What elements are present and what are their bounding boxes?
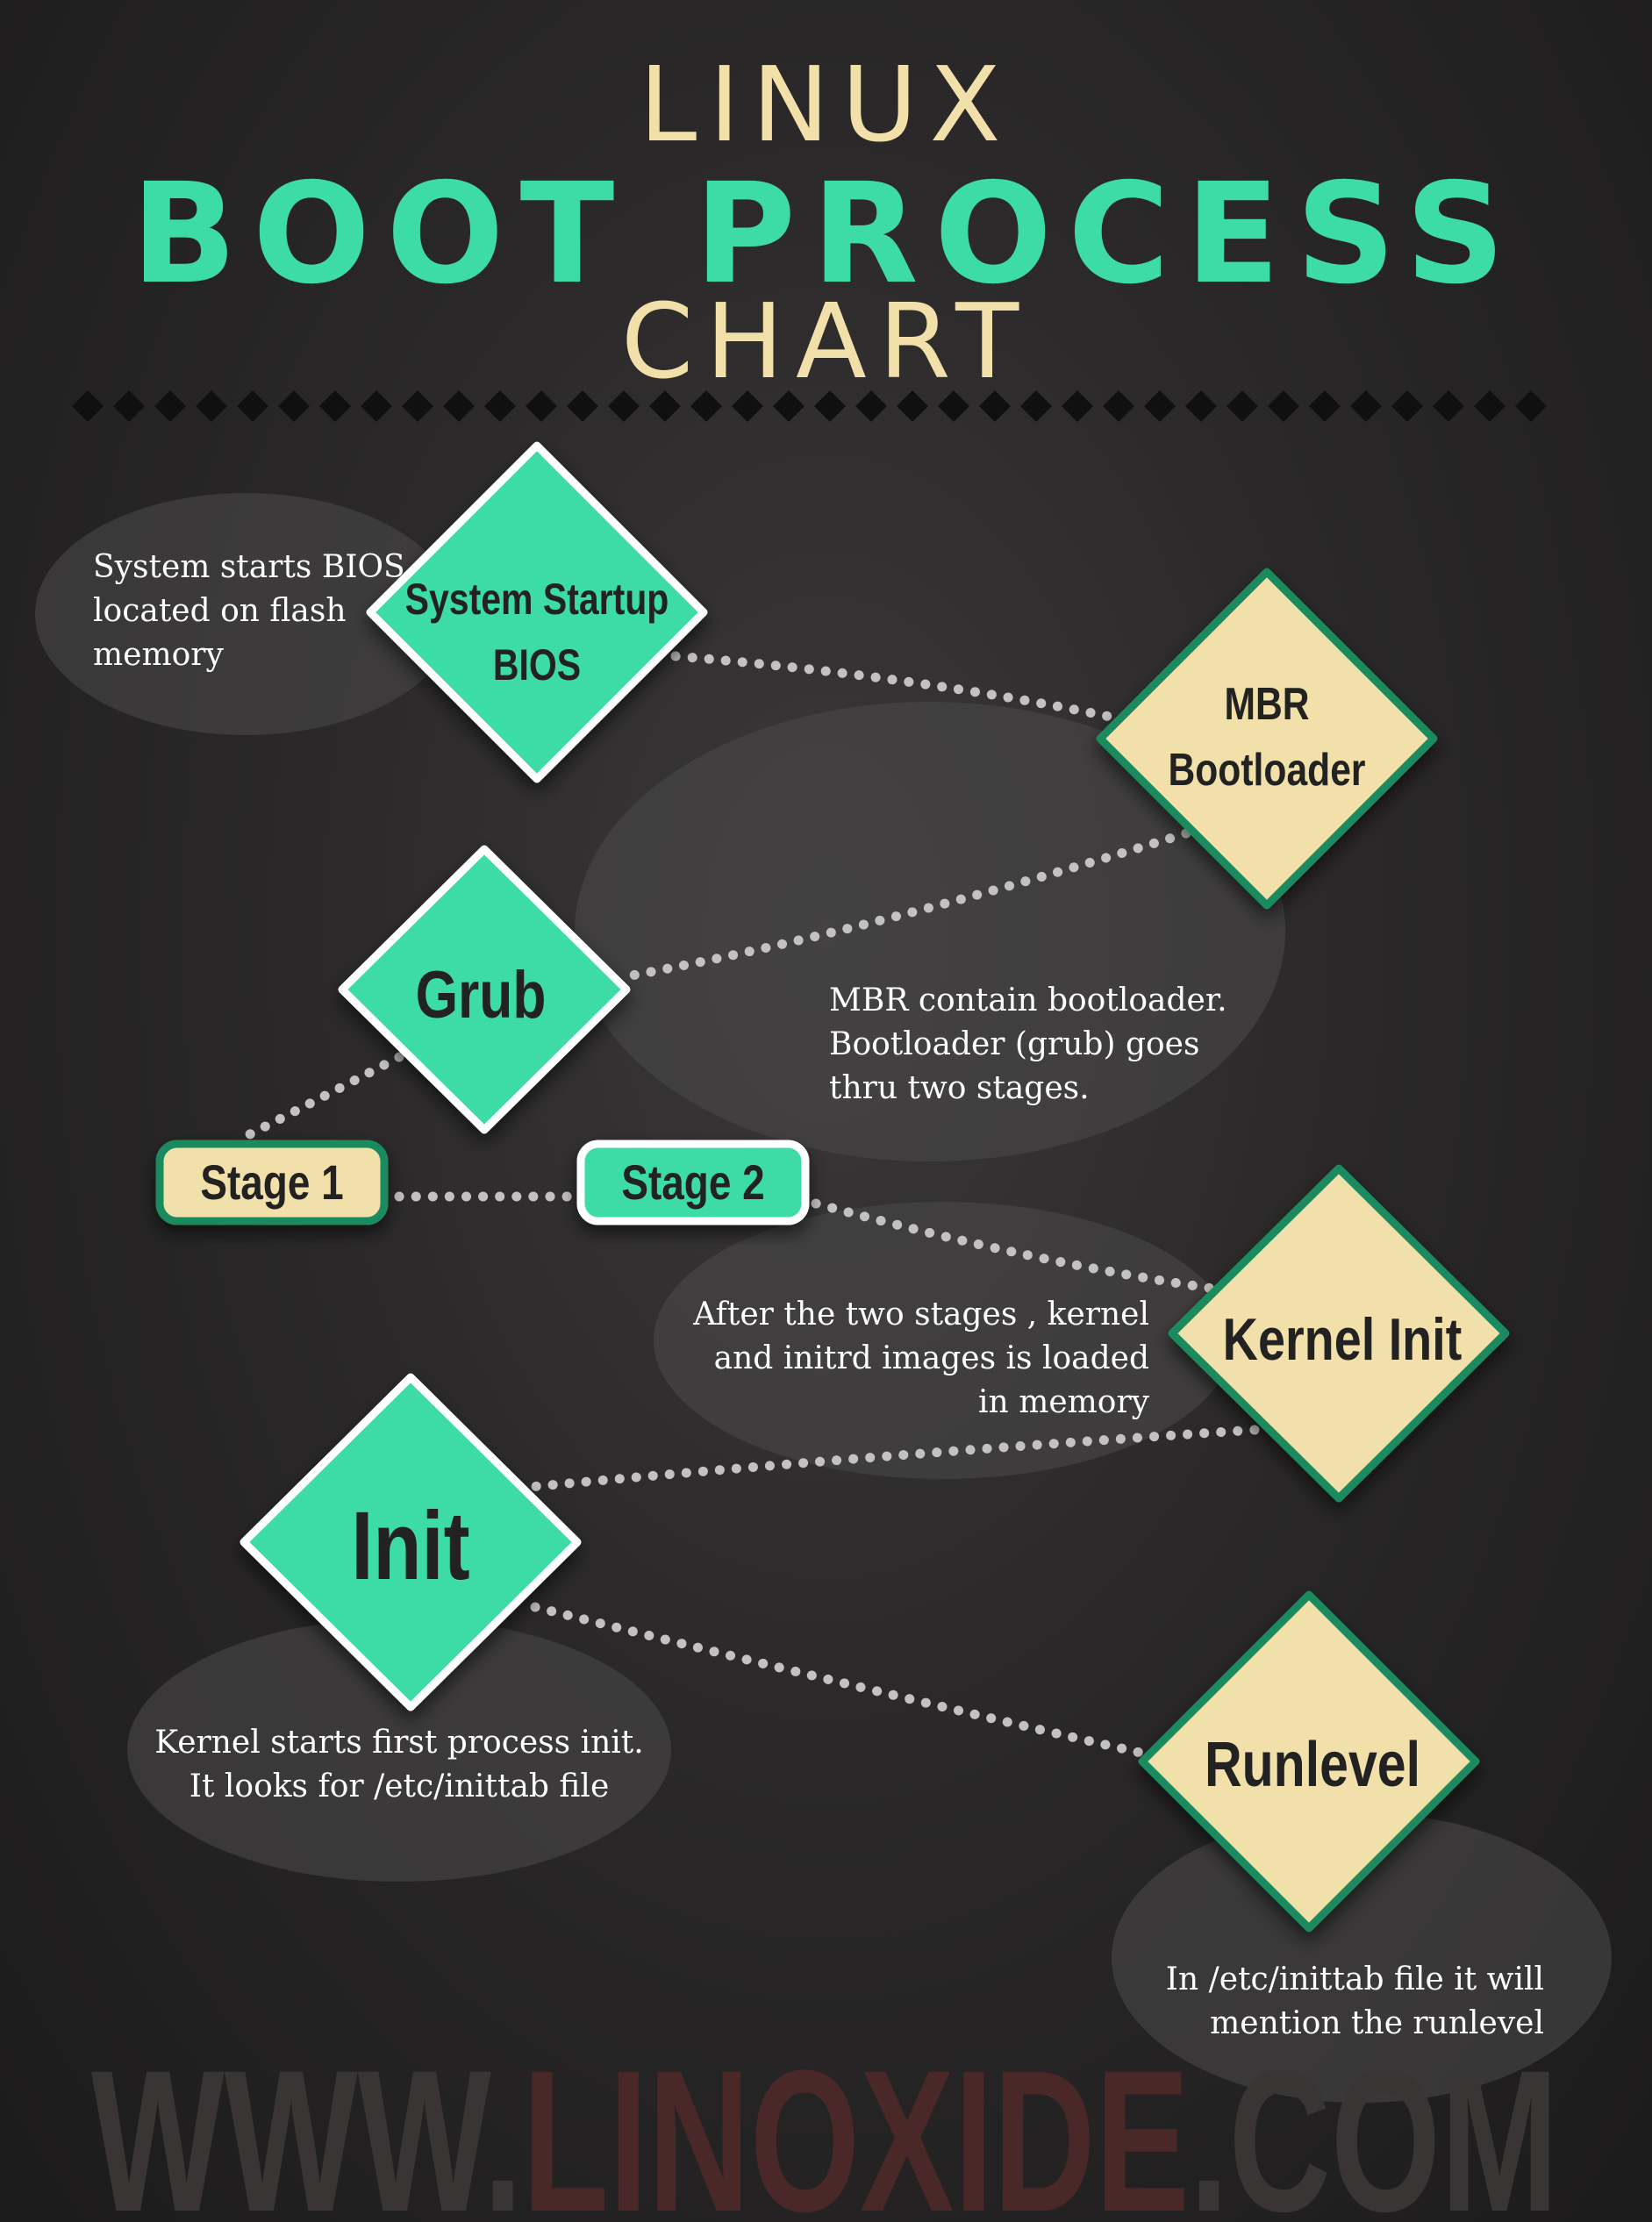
note-bubble-init: [127, 1618, 671, 1882]
node-kernel: Kernel Init: [1168, 1164, 1510, 1503]
node-bios: System Startup BIOS: [366, 441, 708, 783]
watermark-prefix: WWW.: [91, 2029, 523, 2222]
divider-diamond: [196, 390, 227, 422]
divider-diamond: [1020, 390, 1052, 422]
node-bios-label-2: BIOS: [493, 640, 581, 689]
node-kernel-label: Kernel Init: [1223, 1307, 1462, 1373]
divider-diamond: [773, 390, 805, 422]
divider-diamond: [1350, 390, 1382, 422]
divider-diamond: [402, 390, 433, 422]
note-bios: System starts BIOS located on flash memo…: [93, 549, 405, 673]
divider-diamond: [567, 390, 598, 422]
node-init-diamond: [240, 1373, 582, 1711]
divider-diamond: [732, 390, 763, 422]
stage-2-pill: Stage 2: [576, 1140, 810, 1225]
node-grub: Grub: [338, 845, 631, 1134]
node-mbr-label-2: Bootloader: [1168, 745, 1365, 796]
stage-1-box: [155, 1140, 389, 1225]
node-mbr: MBR Bootloader: [1096, 568, 1438, 910]
divider-diamond: [1433, 390, 1464, 422]
divider-diamond: [113, 390, 145, 422]
divider-diamond: [979, 390, 1011, 422]
divider-diamond: [1144, 390, 1176, 422]
node-grub-diamond: [338, 845, 631, 1134]
note-init: Kernel starts first process init. It loo…: [154, 1725, 644, 1804]
watermark-suffix: .COM: [1190, 2029, 1558, 2222]
connector-kernel-to-init: [526, 1425, 1260, 1492]
note-bubble-bios: [35, 493, 456, 735]
divider-diamond: [484, 390, 516, 422]
node-bios-label-1: System Startup: [405, 575, 669, 624]
divider-diamond: [897, 390, 928, 422]
stage-1-label: Stage 1: [200, 1155, 343, 1210]
node-runlevel: Runlevel: [1138, 1590, 1480, 1933]
divider-diamond: [855, 390, 887, 422]
node-grub-label: Grub: [416, 957, 547, 1032]
decorative-divider: [72, 390, 1547, 422]
stage-1-pill: Stage 1: [155, 1140, 389, 1225]
title-linux: LINUX: [639, 44, 1013, 165]
divider-diamond: [1309, 390, 1341, 422]
node-init-label: Init: [351, 1493, 469, 1600]
divider-diamond: [1185, 390, 1217, 422]
divider-diamond: [1062, 390, 1093, 422]
note-bubble-mbr: [575, 702, 1285, 1161]
node-kernel-diamond: [1168, 1164, 1510, 1503]
connector-mbr-to-grub: [626, 828, 1191, 981]
note-kernel: After the two stages , kernel and initrd…: [693, 1297, 1149, 1420]
divider-diamond: [690, 390, 722, 422]
divider-diamond: [1226, 390, 1258, 422]
divider-diamond: [237, 390, 268, 422]
connector-init-to-runlevel: [530, 1602, 1146, 1758]
divider-diamond: [278, 390, 310, 422]
connector-stage2-to-kernel: [811, 1198, 1225, 1295]
stage-2-box: [576, 1140, 810, 1225]
divider-diamond: [608, 390, 640, 422]
connector-bios-to-mbr: [670, 651, 1119, 723]
node-mbr-label-1: MBR: [1224, 679, 1309, 730]
node-mbr-diamond: [1096, 568, 1438, 910]
divider-diamond: [154, 390, 186, 422]
title-boot-process: BOOT PROCESS: [131, 154, 1521, 315]
node-runlevel-diamond: [1138, 1590, 1480, 1933]
divider-diamond: [1391, 390, 1423, 422]
note-bubble-runlevel: [1112, 1813, 1612, 2103]
divider-diamond: [443, 390, 475, 422]
connector-grub-to-stage1: [236, 1052, 404, 1144]
note-mbr: MBR contain bootloader. Bootloader (grub…: [829, 982, 1227, 1106]
watermark-brand: LINOXIDE: [523, 2029, 1190, 2222]
title-chart: CHART: [620, 281, 1032, 402]
divider-diamond: [1474, 390, 1505, 422]
divider-diamond: [1515, 390, 1547, 422]
divider-diamond: [319, 390, 351, 422]
divider-diamond: [649, 390, 681, 422]
divider-diamond: [1103, 390, 1134, 422]
node-init: Init: [240, 1373, 582, 1711]
note-bubble-kernel: [654, 1202, 1233, 1479]
divider-diamond: [361, 390, 392, 422]
divider-diamond: [1268, 390, 1299, 422]
note-runlevel: In /etc/inittab file it will mention the…: [1165, 1961, 1544, 2041]
note-bubbles: [35, 493, 1612, 2103]
divider-diamond: [814, 390, 846, 422]
dotted-connectors: [236, 651, 1260, 1758]
divider-diamond: [526, 390, 557, 422]
watermark-url: WWW.LINOXIDE.COM: [91, 2029, 1558, 2222]
node-runlevel-label: Runlevel: [1205, 1728, 1420, 1799]
divider-diamond: [72, 390, 104, 422]
stage-2-label: Stage 2: [621, 1155, 764, 1210]
divider-diamond: [938, 390, 969, 422]
node-bios-diamond: [366, 441, 708, 783]
